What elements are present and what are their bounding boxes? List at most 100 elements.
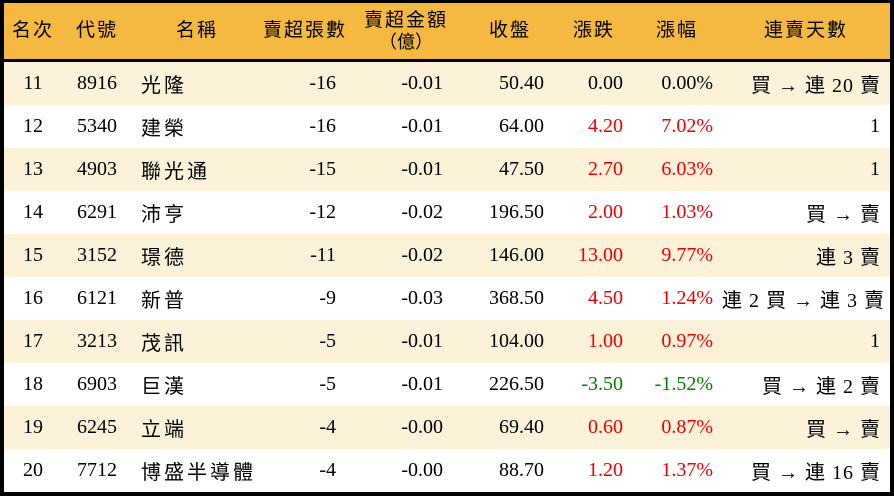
cell-rank: 13 [4,148,62,191]
cell-change: 1.00 [556,320,632,363]
cell-streak: 買 → 連 2 賣 [722,363,890,406]
cell-rank: 11 [4,60,62,105]
table-row: 20 7712 博盛半導體 -4 -0.00 88.70 1.20 1.37% 買 → 連 16… [4,449,890,492]
cell-change: 4.20 [556,105,632,148]
column-header-sold-lots: 賣超張數 [262,3,348,62]
cell-change-pct: 0.00% [632,60,722,105]
column-header-rank: 名次 [4,3,62,62]
cell-change: 13.00 [556,234,632,277]
table-row: 16 6121 新普 -9 -0.03 368.50 4.50 1.24% 連 2 買 → 連 … [4,277,890,320]
cell-rank: 12 [4,105,62,148]
cell-change: 0.00 [556,60,632,105]
cell-close: 50.40 [464,60,556,105]
cell-rank: 18 [4,363,62,406]
cell-streak: 買 → 賣 [722,191,890,234]
cell-change: 1.20 [556,449,632,492]
cell-change-pct: 9.77% [632,234,722,277]
table-row: 12 5340 建榮 -16 -0.01 64.00 4.20 7.02% 1 [4,105,890,148]
cell-sold-amount: -0.01 [348,363,464,406]
cell-sold-amount: -0.01 [348,320,464,363]
cell-code: 5340 [62,105,132,148]
table-row: 14 6291 沛亨 -12 -0.02 196.50 2.00 1.03% 買 → 賣 [4,191,890,234]
cell-sold-lots: -16 [262,60,348,105]
cell-rank: 16 [4,277,62,320]
cell-streak: 買 → 連 16 賣 [722,449,890,492]
stock-table: 名次 代號 名稱 賣超張數 賣超金額 （億） 收盤 漲跌 漲幅 連賣天數 11 89… [4,3,890,492]
cell-close: 146.00 [464,234,556,277]
cell-streak: 連 2 買 → 連 3 賣 [722,277,890,320]
cell-rank: 19 [4,406,62,449]
cell-close: 226.50 [464,363,556,406]
cell-close: 47.50 [464,148,556,191]
table-body: 11 8916 光隆 -16 -0.01 50.40 0.00 0.00% 買 → 連 20 賣… [4,60,890,492]
column-header-change: 漲跌 [556,3,632,62]
cell-sold-lots: -15 [262,148,348,191]
column-header-sold-amount-unit: （億） [379,31,433,52]
column-header-change-pct: 漲幅 [632,3,722,62]
column-header-sold-amount-line1: 賣超金額 [363,9,448,31]
cell-streak: 1 [722,105,890,148]
cell-sold-lots: -11 [262,234,348,277]
cell-sold-lots: -4 [262,406,348,449]
cell-change-pct: 7.02% [632,105,722,148]
cell-change: 2.70 [556,148,632,191]
cell-change-pct: -1.52% [632,363,722,406]
cell-code: 4903 [62,148,132,191]
cell-close: 64.00 [464,105,556,148]
cell-sold-lots: -5 [262,320,348,363]
cell-close: 69.40 [464,406,556,449]
cell-streak: 連 3 賣 [722,234,890,277]
cell-name: 新普 [132,277,262,320]
cell-close: 104.00 [464,320,556,363]
cell-change-pct: 1.37% [632,449,722,492]
cell-change-pct: 0.87% [632,406,722,449]
cell-sold-amount: -0.02 [348,234,464,277]
cell-change: 2.00 [556,191,632,234]
cell-sold-amount: -0.01 [348,148,464,191]
cell-sold-lots: -16 [262,105,348,148]
cell-change: 0.60 [556,406,632,449]
cell-rank: 15 [4,234,62,277]
cell-code: 7712 [62,449,132,492]
cell-sold-amount: -0.02 [348,191,464,234]
cell-change: -3.50 [556,363,632,406]
cell-name: 沛亨 [132,191,262,234]
cell-sold-lots: -5 [262,363,348,406]
cell-code: 6245 [62,406,132,449]
column-header-sold-amount: 賣超金額 （億） [348,3,464,62]
column-header-code: 代號 [62,3,132,62]
table-row: 15 3152 璟德 -11 -0.02 146.00 13.00 9.77% 連 3 賣 [4,234,890,277]
cell-streak: 買 → 連 20 賣 [722,60,890,105]
cell-code: 6291 [62,191,132,234]
cell-change-pct: 1.24% [632,277,722,320]
cell-name: 博盛半導體 [132,449,262,492]
cell-rank: 20 [4,449,62,492]
table-row: 17 3213 茂訊 -5 -0.01 104.00 1.00 0.97% 1 [4,320,890,363]
cell-name: 立端 [132,406,262,449]
table-row: 11 8916 光隆 -16 -0.01 50.40 0.00 0.00% 買 → 連 20 賣 [4,60,890,105]
header-row: 名次 代號 名稱 賣超張數 賣超金額 （億） 收盤 漲跌 漲幅 連賣天數 [4,3,890,62]
cell-sold-amount: -0.01 [348,60,464,105]
cell-name: 茂訊 [132,320,262,363]
table-row: 18 6903 巨漢 -5 -0.01 226.50 -3.50 -1.52% 買 → 連 2 … [4,363,890,406]
cell-code: 6121 [62,277,132,320]
cell-streak: 1 [722,148,890,191]
cell-sold-amount: -0.03 [348,277,464,320]
cell-rank: 17 [4,320,62,363]
column-header-name: 名稱 [132,3,262,62]
column-header-close: 收盤 [464,3,556,62]
cell-code: 3152 [62,234,132,277]
cell-close: 196.50 [464,191,556,234]
cell-streak: 買 → 賣 [722,406,890,449]
column-header-streak: 連賣天數 [722,3,890,62]
cell-sold-lots: -4 [262,449,348,492]
cell-sold-lots: -9 [262,277,348,320]
table-row: 13 4903 聯光通 -15 -0.01 47.50 2.70 6.03% 1 [4,148,890,191]
cell-name: 巨漢 [132,363,262,406]
cell-close: 368.50 [464,277,556,320]
cell-change-pct: 1.03% [632,191,722,234]
table-row: 19 6245 立端 -4 -0.00 69.40 0.60 0.87% 買 → 賣 [4,406,890,449]
cell-change-pct: 6.03% [632,148,722,191]
cell-streak: 1 [722,320,890,363]
cell-name: 璟德 [132,234,262,277]
